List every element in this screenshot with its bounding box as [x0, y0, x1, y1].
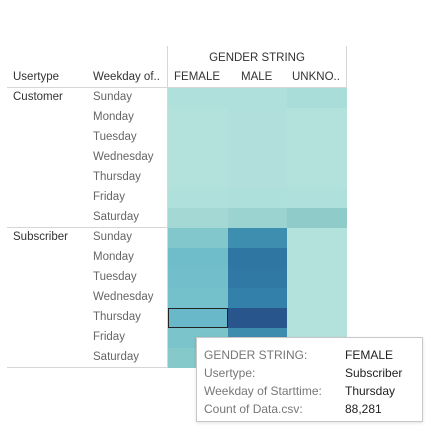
- tooltip-value: 88,281: [345, 402, 382, 416]
- weekday-label: Tuesday: [93, 131, 137, 143]
- heatmap-cell[interactable]: [228, 208, 287, 228]
- heatmap-cell[interactable]: [168, 168, 228, 188]
- heatmap-cell[interactable]: [168, 288, 228, 308]
- tooltip-key: Weekday of Starttime:: [204, 384, 322, 398]
- heatmap-cell[interactable]: [287, 88, 347, 108]
- heatmap-cell-selected[interactable]: [168, 308, 228, 328]
- usertype-label: Subscriber: [13, 231, 68, 243]
- heatmap-cell[interactable]: [287, 288, 347, 308]
- heatmap-cell[interactable]: [287, 148, 347, 168]
- weekday-label: Sunday: [93, 91, 133, 103]
- heatmap-cell[interactable]: [228, 228, 287, 248]
- heatmap-cell[interactable]: [168, 208, 228, 228]
- column-group-title: GENDER STRING: [209, 52, 305, 64]
- header-divider: [7, 87, 347, 88]
- heatmap-cell[interactable]: [228, 288, 287, 308]
- weekday-label: Tuesday: [93, 271, 137, 283]
- heatmap-cell[interactable]: [168, 228, 228, 248]
- group-divider: [7, 227, 168, 228]
- tooltip-key: Usertype:: [204, 366, 256, 380]
- heatmap-cell[interactable]: [287, 308, 347, 328]
- heatmap-cell[interactable]: [228, 168, 287, 188]
- weekday-label: Thursday: [93, 311, 141, 323]
- tooltip-row: GENDER STRING: FEMALE: [204, 348, 393, 362]
- heatmap-cell[interactable]: [228, 308, 287, 328]
- heatmap-cell[interactable]: [228, 268, 287, 288]
- tooltip-value: FEMALE: [345, 348, 394, 362]
- tooltip-row: Weekday of Starttime: Thursday: [204, 384, 395, 398]
- tooltip-value: Subscriber: [345, 366, 403, 380]
- tooltip-row: Count of Data.csv: 88,281: [204, 402, 382, 416]
- usertype-label: Customer: [13, 91, 63, 103]
- weekday-label: Wednesday: [93, 151, 154, 163]
- weekday-label: Friday: [93, 191, 125, 203]
- weekday-label: Saturday: [93, 211, 140, 223]
- weekday-label: Sunday: [93, 231, 133, 243]
- heatmap-cell[interactable]: [287, 208, 347, 228]
- heatmap-cell[interactable]: [287, 128, 347, 148]
- tooltip-value: Thursday: [345, 384, 396, 398]
- column-header-female[interactable]: FEMALE: [174, 71, 221, 83]
- weekday-label: Monday: [93, 251, 134, 263]
- column-header-unknown[interactable]: UNKNO..: [292, 71, 340, 83]
- heatmap-cell[interactable]: [168, 128, 228, 148]
- heatmap-cell[interactable]: [228, 148, 287, 168]
- weekday-label: Wednesday: [93, 291, 154, 303]
- weekday-header[interactable]: Weekday of..: [93, 71, 160, 83]
- heatmap-cell[interactable]: [168, 88, 228, 108]
- heatmap-cell[interactable]: [287, 268, 347, 288]
- heatmap-cell[interactable]: [168, 108, 228, 128]
- column-header-male[interactable]: MALE: [241, 71, 273, 83]
- heatmap-cell[interactable]: [228, 128, 287, 148]
- tooltip: GENDER STRING: FEMALE Usertype: Subscrib…: [196, 337, 423, 422]
- heatmap-cell[interactable]: [168, 188, 228, 208]
- tooltip-key: Count of Data.csv:: [204, 402, 303, 416]
- weekday-label: Monday: [93, 111, 134, 123]
- weekday-label: Thursday: [93, 171, 141, 183]
- heatmap-cell[interactable]: [287, 108, 347, 128]
- usertype-header[interactable]: Usertype: [13, 71, 60, 83]
- heatmap-cell[interactable]: [228, 248, 287, 268]
- heatmap-cell[interactable]: [168, 268, 228, 288]
- weekday-label: Friday: [93, 331, 125, 343]
- heatmap-cell[interactable]: [287, 228, 347, 248]
- weekday-label: Saturday: [93, 351, 140, 363]
- heatmap-cell[interactable]: [228, 108, 287, 128]
- heatmap-cell[interactable]: [228, 188, 287, 208]
- tooltip-key: GENDER STRING:: [204, 348, 308, 362]
- heatmap-cell[interactable]: [168, 248, 228, 268]
- heatmap-cell[interactable]: [287, 168, 347, 188]
- table-bottom-line: [7, 367, 197, 368]
- row-header-divider: [167, 46, 168, 368]
- heatmap-cell[interactable]: [168, 148, 228, 168]
- tooltip-row: Usertype: Subscriber: [204, 366, 402, 380]
- heatmap-cell[interactable]: [287, 248, 347, 268]
- heatmap-cell[interactable]: [228, 88, 287, 108]
- heatmap-cell[interactable]: [287, 188, 347, 208]
